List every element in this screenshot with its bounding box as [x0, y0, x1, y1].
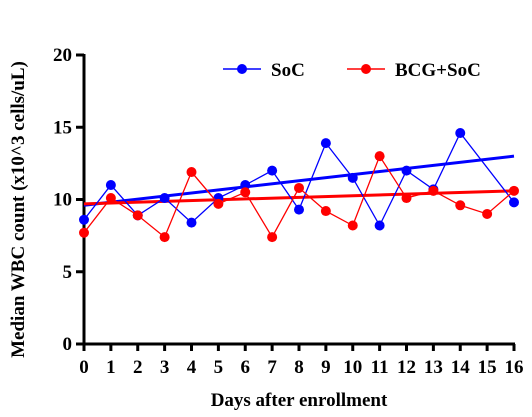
- x-tick-label: 4: [187, 357, 197, 378]
- data-point-bcg-soc: [374, 151, 385, 162]
- data-point-bcg-soc: [320, 206, 331, 217]
- data-point-bcg-soc: [509, 185, 519, 196]
- x-tick-label: 9: [321, 357, 331, 378]
- data-point-bcg-soc: [267, 232, 278, 243]
- x-tick-label: 7: [267, 357, 277, 378]
- data-point-bcg-soc: [401, 193, 412, 204]
- x-tick-label: 0: [79, 357, 89, 378]
- y-tick-label: 20: [53, 45, 72, 66]
- y-ticks: 0 5 10 15 20: [53, 45, 84, 355]
- y-axis-title: Median WBC count (x10^3 cells/uL): [8, 61, 29, 358]
- y-tick-label: 15: [53, 117, 72, 138]
- x-tick-label: 16: [505, 357, 524, 378]
- y-tick-label: 10: [53, 190, 72, 211]
- x-axis-title: Days after enrollment: [211, 390, 388, 411]
- legend-marker-soc: [237, 64, 247, 74]
- data-point-bcg-soc: [132, 210, 143, 221]
- legend-label-bcg-soc: BCG+SoC: [395, 60, 481, 81]
- y-tick-label: 5: [63, 262, 73, 283]
- x-tick-label: 8: [294, 357, 304, 378]
- data-point-bcg-soc: [105, 193, 116, 204]
- data-point-soc: [347, 172, 358, 183]
- legend-marker-bcg-soc: [361, 64, 371, 74]
- data-point-soc: [240, 180, 251, 191]
- data-point-soc: [455, 128, 466, 139]
- x-tick-label: 5: [214, 357, 224, 378]
- data-point-soc: [159, 193, 170, 204]
- x-tick-label: 15: [478, 357, 497, 378]
- legend-label-soc: SoC: [271, 60, 305, 81]
- data-point-soc: [509, 197, 519, 208]
- x-ticks: 0 1 2 3 4 5 6 7 8 9 10 11 12 13 14 15 16: [79, 344, 524, 378]
- x-tick-label: 3: [160, 357, 170, 378]
- data-point-soc: [267, 165, 278, 176]
- data-point-bcg-soc: [159, 232, 170, 243]
- x-tick-label: 11: [371, 357, 389, 378]
- x-tick-label: 2: [133, 357, 143, 378]
- data-point-bcg-soc: [428, 185, 439, 196]
- data-point-bcg-soc: [79, 227, 89, 238]
- data-point-soc: [294, 204, 304, 215]
- data-point-soc: [401, 165, 412, 176]
- data-point-bcg-soc: [240, 187, 251, 198]
- data-point-bcg-soc: [455, 200, 466, 211]
- legend: SoC BCG+SoC: [223, 60, 481, 81]
- data-point-soc: [79, 214, 89, 225]
- trend-lines: [83, 154, 515, 207]
- x-tick-label: 6: [241, 357, 251, 378]
- x-tick-label: 13: [424, 357, 443, 378]
- data-point-soc: [105, 180, 116, 191]
- data-point-bcg-soc: [294, 182, 304, 193]
- x-tick-label: 14: [451, 357, 471, 378]
- trend-line-soc: [83, 154, 515, 207]
- series-group: [79, 128, 519, 243]
- x-tick-label: 10: [343, 357, 362, 378]
- data-point-bcg-soc: [213, 198, 224, 209]
- data-point-bcg-soc: [186, 167, 197, 178]
- data-point-soc: [320, 138, 331, 149]
- trend-line-bcg-soc: [83, 189, 515, 206]
- data-point-bcg-soc: [347, 220, 358, 231]
- data-point-soc: [186, 217, 197, 228]
- x-tick-label: 12: [397, 357, 416, 378]
- y-tick-label: 0: [63, 334, 73, 355]
- series-line-soc: [83, 131, 515, 227]
- x-tick-label: 1: [106, 357, 116, 378]
- data-point-bcg-soc: [482, 208, 493, 219]
- data-point-soc: [374, 220, 385, 231]
